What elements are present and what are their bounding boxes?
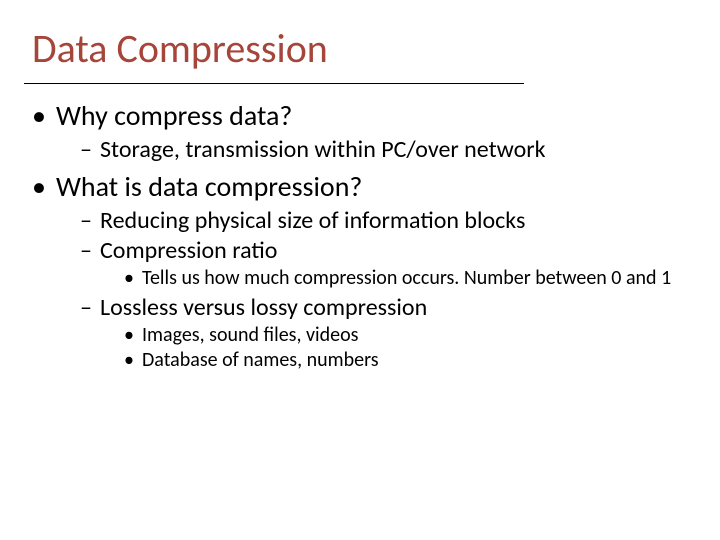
bullet-lvl3: Tells us how much compression occurs. Nu… (124, 266, 696, 291)
bullet-text: Lossless versus lossy compression (100, 293, 427, 322)
bullet-text: Tells us how much compression occurs. Nu… (142, 266, 671, 290)
bullet-text: Storage, transmission within PC/over net… (100, 135, 546, 164)
slide-title: Data Compression (24, 24, 696, 77)
bullet-text: What is data compression? (56, 169, 362, 204)
bullet-text: Images, sound files, videos (142, 323, 358, 347)
bullet-list: Why compress data? Storage, transmission… (24, 98, 696, 373)
bullet-lvl1: What is data compression? Reducing physi… (36, 169, 696, 373)
bullet-text: Compression ratio (100, 236, 277, 265)
bullet-lvl2: Storage, transmission within PC/over net… (80, 135, 696, 165)
bullet-lvl2: Compression ratio Tells us how much comp… (80, 236, 696, 291)
bullet-sublist: Storage, transmission within PC/over net… (36, 135, 696, 165)
bullet-lvl3: Database of names, numbers (124, 348, 696, 373)
bullet-subsublist: Tells us how much compression occurs. Nu… (80, 266, 696, 291)
bullet-lvl2: Lossless versus lossy compression Images… (80, 293, 696, 373)
bullet-lvl3: Images, sound files, videos (124, 323, 696, 348)
bullet-text: Why compress data? (56, 98, 292, 133)
bullet-subsublist: Images, sound files, videos Database of … (80, 323, 696, 373)
bullet-lvl1: Why compress data? Storage, transmission… (36, 98, 696, 165)
title-underline (24, 83, 524, 84)
bullet-text: Database of names, numbers (142, 348, 379, 372)
bullet-text: Reducing physical size of information bl… (100, 206, 525, 235)
bullet-sublist: Reducing physical size of information bl… (36, 206, 696, 373)
slide: Data Compression Why compress data? Stor… (0, 0, 720, 540)
bullet-lvl2: Reducing physical size of information bl… (80, 206, 696, 236)
